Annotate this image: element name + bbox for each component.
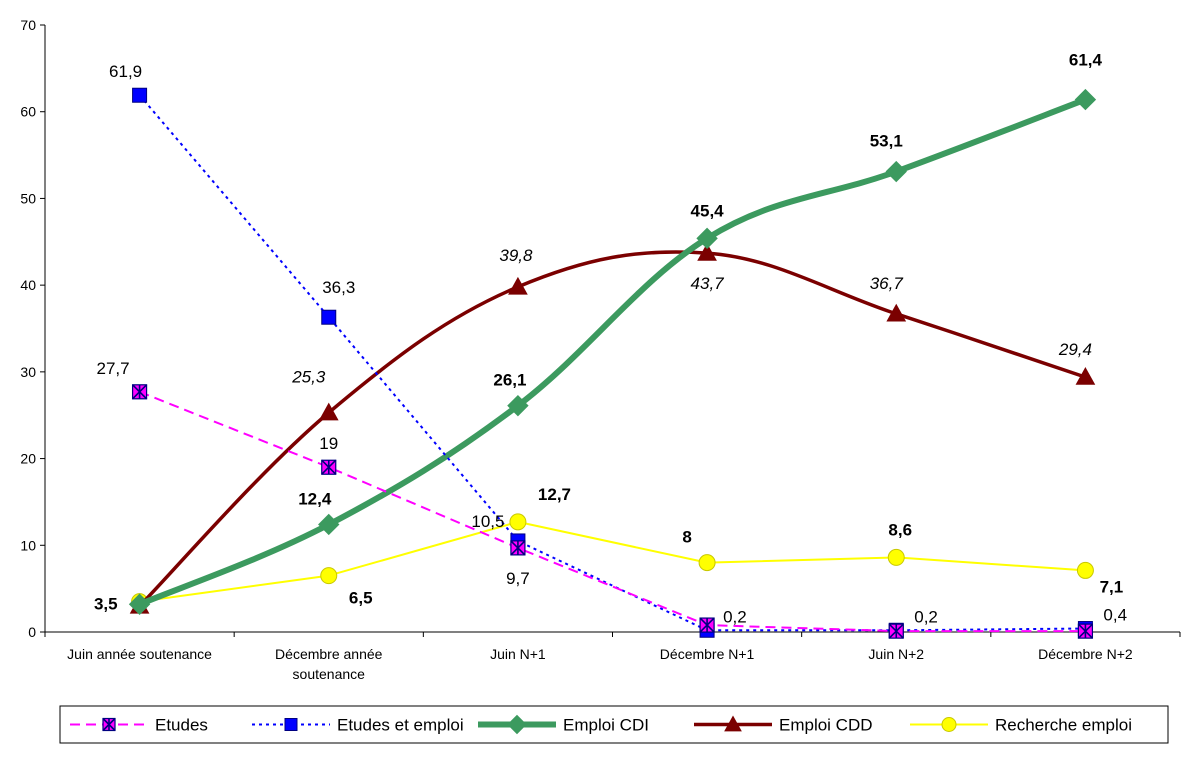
x-tick-label: Juin N+1: [490, 646, 546, 662]
data-point: [698, 554, 716, 572]
data-label: 53,1: [870, 132, 903, 151]
y-tick-label: 40: [20, 277, 36, 293]
series-line: [139, 520, 1086, 603]
series-etudes-et-emploi: [132, 87, 1093, 638]
data-point: [102, 717, 116, 732]
data-label: 7,1: [1100, 577, 1124, 596]
y-tick-label: 0: [28, 624, 36, 640]
data-point: [1074, 88, 1097, 111]
y-tick-label: 20: [20, 451, 36, 467]
data-point: [131, 384, 148, 400]
series-line: [139, 390, 1086, 633]
y-tick-label: 50: [20, 190, 36, 206]
legend-item: Etudes et emploi: [252, 716, 464, 735]
data-point: [132, 87, 148, 103]
data-point: [507, 394, 529, 417]
legend-label: Etudes et emploi: [337, 716, 464, 735]
data-label: 12,4: [298, 489, 332, 508]
legend-item: Emploi CDD: [694, 715, 873, 735]
series-line: [138, 250, 1086, 608]
legend-item: Etudes: [70, 716, 208, 735]
data-label: 0,2: [914, 607, 938, 626]
x-tick-label: Juin N+2: [868, 646, 924, 662]
data-point: [885, 160, 907, 183]
data-label: 61,4: [1069, 51, 1103, 70]
data-label: 26,1: [493, 371, 526, 390]
data-point: [1076, 561, 1094, 579]
x-tick-label: Décembre N+2: [1038, 646, 1133, 662]
x-tick-label: Décembre N+1: [660, 646, 755, 662]
y-tick-label: 30: [20, 364, 36, 380]
data-label: 6,5: [349, 589, 373, 608]
y-tick-label: 10: [20, 537, 36, 553]
axes: 0 10 20 30 40 50 60 70 Juin année soutenance Déce…: [20, 17, 1181, 682]
series-recherche-emploi: [131, 513, 1094, 611]
x-tick-label: Décembre année soutenance: [275, 646, 383, 682]
data-point: [1077, 623, 1094, 639]
data-point: [318, 402, 339, 421]
data-label: 9,7: [506, 569, 530, 588]
data-label: 10,5: [471, 512, 504, 531]
data-label: 25,3: [291, 368, 326, 387]
legend-item: Emploi CDI: [478, 714, 649, 735]
data-label: 29,4: [1058, 340, 1092, 359]
series-line: [138, 96, 1087, 608]
data-point: [697, 243, 717, 261]
data-label: 0,4: [1103, 606, 1127, 625]
data-point: [696, 227, 718, 250]
data-point: [128, 593, 151, 615]
data-label: 12,7: [538, 485, 571, 504]
data-label: 45,4: [691, 201, 725, 220]
series-emploi-cdi: [128, 88, 1097, 615]
data-label: 61,9: [109, 62, 142, 81]
data-point: [887, 548, 905, 566]
data-point: [510, 540, 526, 556]
data-point: [941, 717, 957, 732]
data-point: [321, 459, 337, 475]
legend-label: Recherche emploi: [995, 716, 1132, 735]
data-point: [284, 718, 298, 731]
legend-label: Emploi CDI: [563, 716, 649, 735]
data-label: 3,5: [94, 595, 118, 614]
data-point: [888, 623, 904, 639]
data-point: [509, 513, 527, 531]
data-point: [724, 715, 742, 732]
legend: Etudes Etudes et emploi Emploi CDI Emploi C…: [59, 705, 1169, 744]
data-label: 27,7: [96, 359, 129, 378]
series-layer: [128, 87, 1097, 639]
series-emploi-cdd: [129, 243, 1096, 614]
data-point: [507, 714, 527, 735]
data-label: 19: [319, 434, 338, 453]
data-point: [886, 303, 907, 322]
data-label: 8: [682, 528, 691, 547]
legend-label: Emploi CDD: [779, 716, 873, 735]
data-label: 43,7: [691, 274, 725, 293]
data-labels: 27,7 19 9,7 61,9 36,3 10,5 0,2 0,2 0,4 12,4 26,1 45…: [94, 51, 1127, 627]
data-label: 36,7: [870, 274, 904, 293]
data-point: [321, 309, 337, 325]
legend-label: Etudes: [155, 716, 208, 735]
series-etudes: [131, 384, 1094, 639]
data-label: 39,8: [499, 246, 533, 265]
data-point: [1075, 367, 1096, 385]
data-point: [699, 617, 715, 633]
y-tick-label: 70: [20, 17, 36, 33]
data-label: 36,3: [322, 278, 355, 297]
data-label: 8,6: [888, 520, 912, 539]
data-point: [320, 567, 338, 585]
y-tick-label: 60: [20, 104, 36, 120]
data-point: [508, 276, 528, 295]
x-tick-label: Juin année soutenance: [67, 646, 212, 662]
data-label: 0,2: [723, 607, 747, 626]
data-point: [318, 513, 340, 536]
legend-item: Recherche emploi: [910, 716, 1132, 735]
